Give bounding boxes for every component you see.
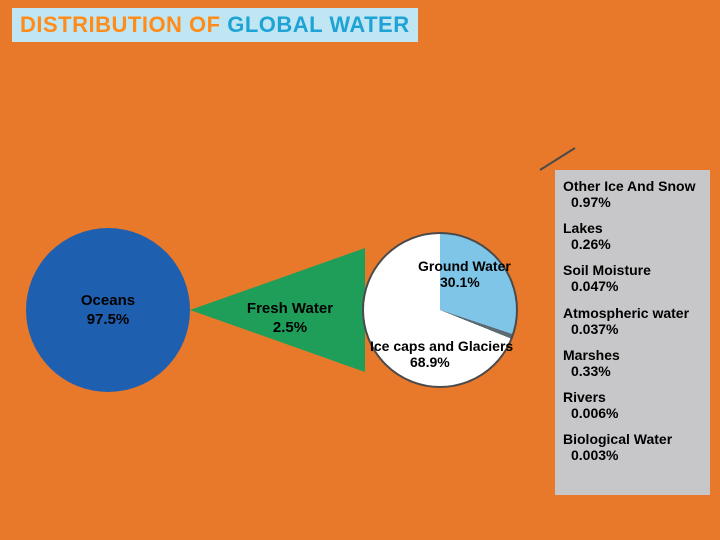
oceans-circle: Oceans 97.5%: [26, 228, 190, 392]
other-water-item-percent: 0.33%: [563, 363, 704, 379]
other-water-item: Biological Water0.003%: [563, 431, 704, 463]
other-water-item: Rivers0.006%: [563, 389, 704, 421]
other-water-item-percent: 0.003%: [563, 447, 704, 463]
ground-water-percent: 30.1%: [418, 274, 480, 290]
other-water-item: Soil Moisture0.047%: [563, 262, 704, 294]
ground-water-label: Ground Water 30.1%: [418, 258, 511, 290]
other-water-item: Atmospheric water0.037%: [563, 305, 704, 337]
other-water-item-label: Atmospheric water: [563, 305, 704, 321]
other-water-item: Lakes0.26%: [563, 220, 704, 252]
other-water-item-label: Marshes: [563, 347, 704, 363]
oceans-percent: 97.5%: [87, 311, 130, 328]
fresh-water-percent: 2.5%: [230, 319, 350, 336]
title-bar: DISTRIBUTION OF GLOBAL WATER: [12, 8, 418, 42]
ice-caps-percent: 68.9%: [370, 354, 450, 370]
other-water-item-label: Lakes: [563, 220, 704, 236]
title-part-a: DISTRIBUTION OF: [20, 12, 221, 37]
other-water-item-label: Rivers: [563, 389, 704, 405]
oceans-label: Oceans: [81, 292, 135, 309]
other-water-panel: Other Ice And Snow0.97% Lakes0.26% Soil Mo…: [555, 170, 710, 495]
fresh-water-label: Fresh Water 2.5%: [230, 300, 350, 336]
other-water-item-percent: 0.97%: [563, 194, 704, 210]
other-water-item-percent: 0.037%: [563, 321, 704, 337]
other-water-item-percent: 0.26%: [563, 236, 704, 252]
other-water-item-percent: 0.047%: [563, 278, 704, 294]
other-water-item-label: Biological Water: [563, 431, 704, 447]
other-water-item-label: Other Ice And Snow: [563, 178, 704, 194]
other-water-item-label: Soil Moisture: [563, 262, 704, 278]
title-part-b: GLOBAL WATER: [221, 12, 410, 37]
ice-caps-text: Ice caps and Glaciers: [370, 338, 513, 354]
ground-water-text: Ground Water: [418, 258, 511, 274]
fresh-water-text: Fresh Water: [247, 300, 333, 317]
other-water-item: Other Ice And Snow0.97%: [563, 178, 704, 210]
ice-caps-label: Ice caps and Glaciers 68.9%: [370, 338, 513, 370]
other-water-item-percent: 0.006%: [563, 405, 704, 421]
other-water-item: Marshes0.33%: [563, 347, 704, 379]
